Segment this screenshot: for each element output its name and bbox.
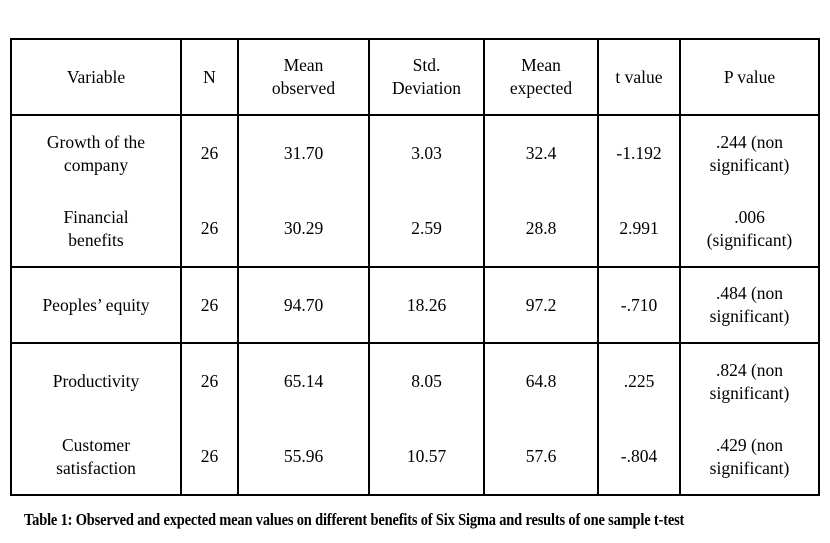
cell-variable: Customer satisfaction xyxy=(10,419,182,495)
cell-mean-expected: 97.2 xyxy=(483,267,599,344)
cell-n: 26 xyxy=(180,267,239,344)
cell-t-value: -.804 xyxy=(597,419,681,495)
cell-p-value: .006 (significant) xyxy=(679,191,820,268)
cell-mean-observed: 30.29 xyxy=(237,191,370,268)
cell-std-deviation: 10.57 xyxy=(368,419,485,495)
cell-p-value: .484 (non significant) xyxy=(679,267,820,344)
cell-mean-expected: 28.8 xyxy=(483,191,599,268)
table-row-productivity: Productivity 26 65.14 8.05 64.8 .225 .82… xyxy=(10,343,820,419)
cell-mean-observed: 94.70 xyxy=(237,267,370,344)
cell-mean-expected: 64.8 xyxy=(483,343,599,419)
table-row-peoples-equity: Peoples’ equity 26 94.70 18.26 97.2 -.71… xyxy=(10,267,820,344)
cell-n: 26 xyxy=(180,419,239,495)
cell-variable: Financial benefits xyxy=(10,191,182,268)
cell-std-deviation: 3.03 xyxy=(368,115,485,191)
cell-std-deviation: 18.26 xyxy=(368,267,485,344)
cell-t-value: .225 xyxy=(597,343,681,419)
cell-p-value: .429 (non significant) xyxy=(679,419,820,495)
table-row-customer-satisfaction: Customer satisfaction 26 55.96 10.57 57.… xyxy=(10,419,820,495)
header-cell-mean-observed: Mean observed xyxy=(237,39,370,116)
cell-mean-observed: 65.14 xyxy=(237,343,370,419)
cell-variable: Productivity xyxy=(10,343,182,419)
header-cell-n: N xyxy=(180,39,239,116)
results-table: Variable N Mean observed Std. Deviation … xyxy=(10,38,820,496)
table-row-financial: Financial benefits 26 30.29 2.59 28.8 2.… xyxy=(10,191,820,268)
cell-variable: Peoples’ equity xyxy=(10,267,182,344)
table-row-growth: Growth of the company 26 31.70 3.03 32.4… xyxy=(10,115,820,191)
cell-std-deviation: 8.05 xyxy=(368,343,485,419)
cell-p-value: .824 (non significant) xyxy=(679,343,820,419)
cell-mean-expected: 57.6 xyxy=(483,419,599,495)
cell-t-value: -1.192 xyxy=(597,115,681,191)
header-cell-t-value: t value xyxy=(597,39,681,116)
cell-t-value: -.710 xyxy=(597,267,681,344)
header-cell-mean-expected: Mean expected xyxy=(483,39,599,116)
cell-n: 26 xyxy=(180,343,239,419)
cell-std-deviation: 2.59 xyxy=(368,191,485,268)
cell-n: 26 xyxy=(180,115,239,191)
header-cell-variable: Variable xyxy=(10,39,182,116)
header-cell-std-deviation: Std. Deviation xyxy=(368,39,485,116)
cell-n: 26 xyxy=(180,191,239,268)
cell-variable: Growth of the company xyxy=(10,115,182,191)
cell-t-value: 2.991 xyxy=(597,191,681,268)
header-cell-p-value: P value xyxy=(679,39,820,116)
cell-p-value: .244 (non significant) xyxy=(679,115,820,191)
cell-mean-observed: 31.70 xyxy=(237,115,370,191)
table-header-row: Variable N Mean observed Std. Deviation … xyxy=(10,39,820,116)
table-caption: Table 1: Observed and expected mean valu… xyxy=(24,510,685,529)
cell-mean-expected: 32.4 xyxy=(483,115,599,191)
cell-mean-observed: 55.96 xyxy=(237,419,370,495)
